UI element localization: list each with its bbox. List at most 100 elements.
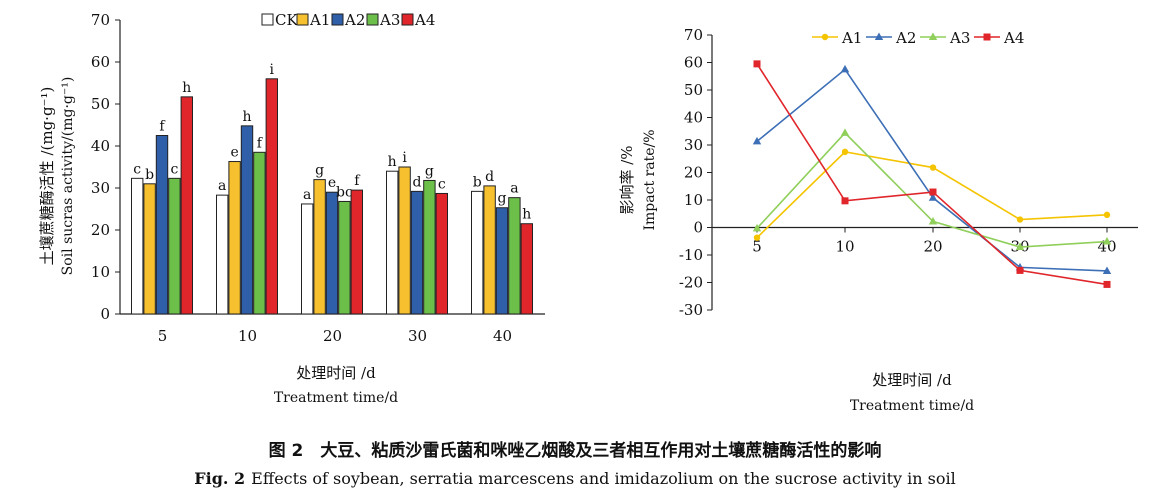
line-y-tick-label: 70: [684, 26, 703, 44]
line-point-A2-10: [840, 64, 850, 73]
bar-significance-letter: b: [145, 167, 154, 183]
legend-label-A1: A1: [309, 11, 330, 29]
bar-significance-letter: f: [354, 173, 361, 189]
bar-significance-letter: f: [159, 119, 166, 135]
bar-significance-letter: g: [315, 163, 324, 179]
bar-y-tick-label: 30: [91, 179, 110, 197]
line-point-A2-40: [1102, 266, 1112, 274]
line-y-tick-label: 30: [684, 136, 703, 154]
line-point-A2-5: [752, 136, 762, 145]
bar-ylabel-en: Soil sucras activity/(mg·g⁻¹): [60, 77, 76, 276]
bar-significance-letter: d: [413, 174, 422, 190]
bar-A1-20: [313, 179, 326, 315]
legend-swatch-A1: [296, 13, 309, 26]
line-xlabel-en: Treatment time/d: [850, 398, 974, 414]
legend-marker-A3: [928, 32, 938, 40]
bar-A4-20: [350, 189, 364, 315]
legend-label-A3: A3: [949, 29, 970, 47]
figure-caption-en-text: Effects of soybean, serratia marcescens …: [251, 469, 956, 488]
legend-label-A1: A1: [841, 29, 862, 47]
bar-significance-letter: i: [270, 62, 275, 78]
line-chart: -30-20-10010203040506070510203040 A1A2A3…: [618, 26, 1138, 414]
bar-A1-40: [483, 185, 496, 315]
legend-swatch-A2: [331, 13, 344, 26]
bar-A4-10: [265, 78, 279, 315]
bar-significance-letter: c: [133, 161, 141, 177]
line-y-tick-label: 0: [693, 219, 703, 237]
bar-A4-5: [180, 96, 194, 315]
bar-A4-30: [435, 192, 449, 315]
bar-significance-letter: b: [473, 174, 482, 190]
bar-significance-letter: bc: [336, 184, 353, 200]
line-chart-series: [752, 60, 1112, 288]
bar-x-tick-label: 5: [158, 327, 168, 345]
line-x-tick-label: 20: [923, 238, 942, 256]
line-y-tick-label: -30: [679, 301, 703, 319]
bar-A2-30: [410, 190, 424, 315]
line-y-tick-label: -20: [679, 274, 703, 292]
line-chart-axes: -30-20-10010203040506070510203040: [679, 26, 1138, 319]
bar-A4-40: [520, 223, 533, 315]
bar-y-tick-label: 10: [91, 263, 110, 281]
bar-significance-letter: a: [510, 181, 518, 197]
bar-y-tick-label: 0: [100, 305, 110, 323]
line-point-A2-20: [928, 193, 938, 201]
bar-y-tick-label: 60: [91, 53, 110, 71]
legend-marker-A4: [983, 33, 991, 41]
legend-label-A3: A3: [379, 11, 400, 29]
legend-swatch-A3: [366, 13, 379, 26]
bar-significance-letter: h: [182, 80, 191, 96]
legend-label-A4: A4: [1003, 29, 1024, 47]
bar-CK-10: [216, 194, 229, 315]
bar-significance-letter: h: [522, 207, 531, 223]
legend-marker-A1: [821, 33, 829, 41]
bar-significance-letter: h: [388, 154, 397, 170]
line-point-A3-30: [1015, 242, 1025, 251]
bar-significance-letter: d: [485, 169, 494, 185]
line-y-tick-label: -10: [679, 246, 703, 264]
line-point-A3-20: [928, 216, 938, 225]
legend-swatch-A4: [401, 13, 414, 26]
bar-chart-legend: CK A1 A2 A3 A4: [261, 11, 435, 29]
bar-A2-5: [155, 135, 169, 315]
legend-swatch-CK: [261, 13, 274, 26]
bar-x-tick-label: 20: [323, 327, 342, 345]
line-point-A1-5: [753, 234, 761, 241]
bar-significance-letter: g: [498, 191, 507, 207]
bar-A1-5: [143, 183, 156, 315]
line-xlabel-cn: 处理时间 /d: [872, 371, 952, 389]
bar-A2-10: [240, 125, 254, 315]
line-y-tick-label: 10: [684, 191, 703, 209]
bar-x-tick-label: 40: [493, 327, 512, 345]
bar-chart-axes: 0 10 20 30 40 50 60 70 5 10 20 30 40: [91, 11, 545, 345]
bar-A3-40: [508, 197, 521, 315]
line-point-A1-30: [1016, 216, 1024, 223]
bar-A3-20: [338, 200, 351, 315]
bar-significance-letter: a: [303, 187, 311, 203]
line-point-A4-30: [1016, 266, 1024, 274]
bar-significance-letter: f: [257, 135, 264, 151]
line-y-tick-label: 60: [684, 54, 703, 72]
line-ylabel-en: Impact rate/%: [642, 129, 658, 230]
bar-A2-40: [495, 207, 509, 315]
bar-x-tick-label: 10: [238, 327, 257, 345]
bar-significance-letter: c: [438, 176, 446, 192]
bar-CK-30: [386, 170, 399, 315]
bar-y-tick-label: 40: [91, 137, 110, 155]
bar-ylabel-cn: 土壤蔗糖酶活性 /(mg·g⁻¹): [38, 87, 56, 266]
line-point-A3-10: [840, 128, 850, 136]
legend-marker-A2: [874, 32, 884, 40]
figure-number: Fig. 2: [194, 469, 246, 488]
line-point-A3-5: [752, 223, 762, 232]
legend-label-CK: CK: [275, 11, 298, 29]
bar-y-tick-label: 70: [91, 11, 110, 29]
line-x-tick-label: 5: [752, 238, 762, 256]
line-point-A4-40: [1103, 280, 1111, 288]
bar-significance-letter: e: [328, 175, 336, 191]
line-y-tick-label: 40: [684, 109, 703, 127]
bar-CK-5: [131, 177, 144, 315]
line-ylabel-cn: 影响率 /%: [618, 145, 636, 214]
line-y-tick-label: 50: [684, 81, 703, 99]
